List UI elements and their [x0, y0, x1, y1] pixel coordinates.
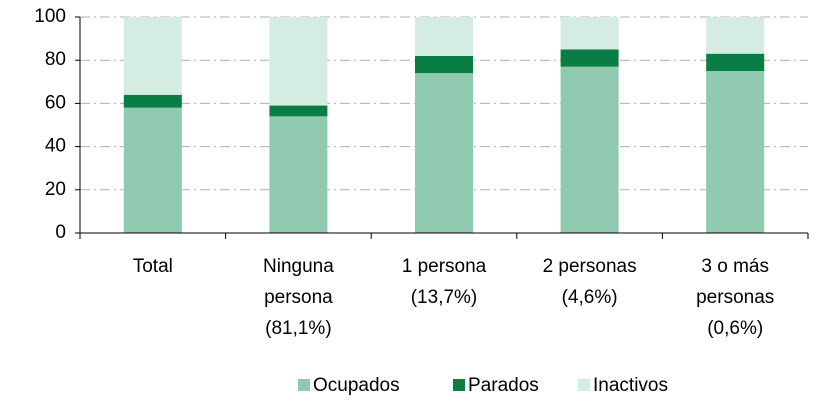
y-tick-label: 80: [45, 49, 66, 70]
y-tick-label: 40: [45, 136, 66, 157]
bar-segment: [706, 17, 765, 54]
bar-segment: [269, 17, 328, 106]
x-tick-label: 2 personas: [543, 256, 637, 277]
y-tick-label: 0: [55, 222, 66, 243]
x-tick-label: persona: [264, 287, 333, 308]
bar-segment: [415, 73, 473, 233]
y-tick-label: 20: [45, 179, 66, 200]
bar-segment: [123, 94, 182, 108]
y-tick-label: 60: [45, 92, 66, 113]
bar-segment: [706, 71, 765, 233]
legend-label: Ocupados: [313, 375, 400, 396]
legend-label: Parados: [468, 375, 539, 396]
x-tick-label: Total: [133, 256, 173, 277]
x-tick-label: personas: [696, 287, 774, 308]
x-tick-label: (4,6%): [562, 287, 618, 308]
x-tick-label: 1 persona: [402, 256, 487, 277]
bar-segment: [560, 49, 619, 67]
legend-swatch: [298, 379, 310, 391]
bar-segment: [123, 17, 182, 95]
y-tick-label: 100: [34, 6, 66, 27]
bar-segment: [560, 66, 619, 234]
x-tick-label: (0,6%): [707, 318, 763, 339]
bar-segment: [706, 53, 765, 71]
bar-segment: [269, 105, 328, 117]
bar-segment: [123, 107, 182, 233]
legend-swatch: [453, 379, 465, 391]
bar-segment: [415, 17, 473, 56]
x-tick-label: (13,7%): [411, 287, 478, 308]
x-tick-label: Ninguna: [263, 256, 334, 277]
bar-segment: [560, 17, 619, 50]
bar-segment: [415, 55, 473, 74]
legend-swatch: [578, 379, 590, 391]
legend-label: Inactivos: [593, 375, 668, 396]
x-tick-label: 3 o más: [701, 256, 769, 277]
x-tick-label: (81,1%): [265, 318, 332, 339]
bar-segment: [269, 116, 328, 233]
